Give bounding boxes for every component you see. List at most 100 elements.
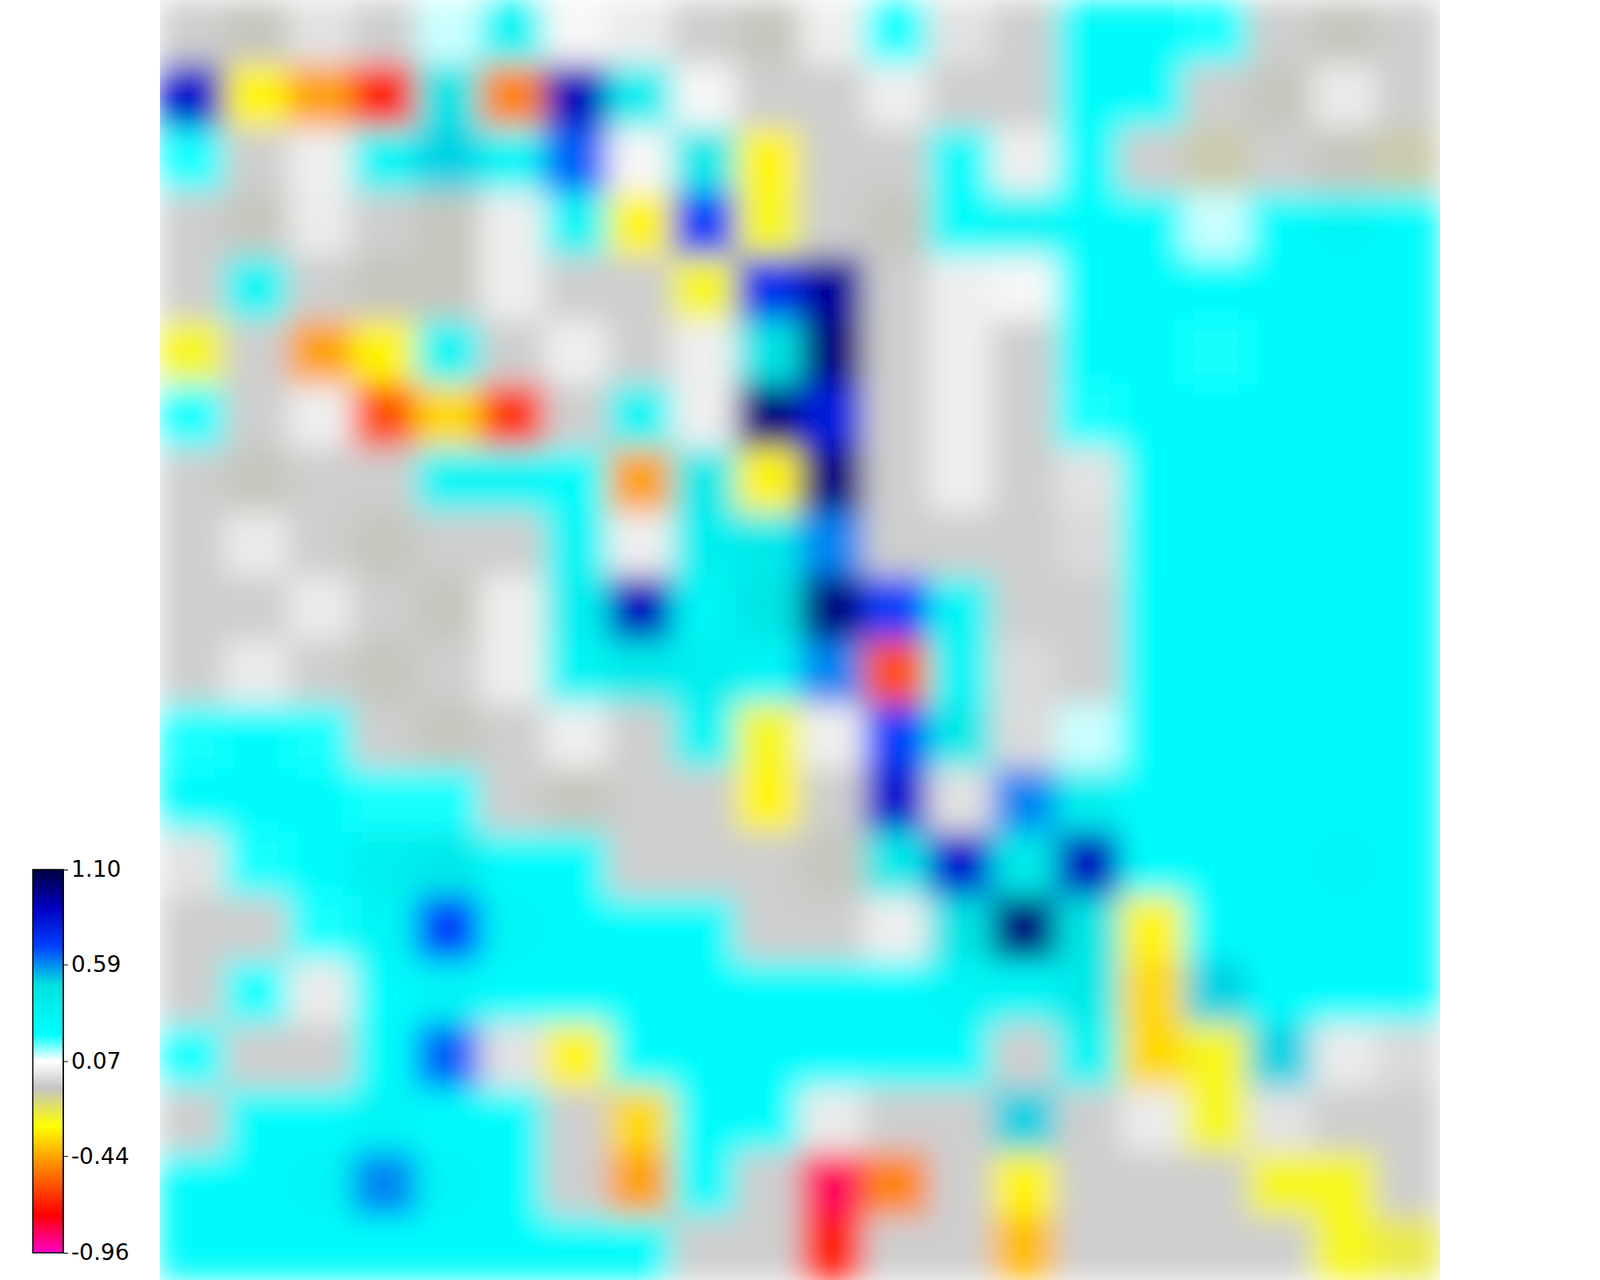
cell — [1312, 576, 1377, 641]
cell — [1312, 1216, 1377, 1280]
cell — [928, 832, 993, 897]
cell — [544, 384, 609, 449]
cell — [672, 384, 737, 449]
cell — [864, 576, 929, 641]
cell — [928, 0, 993, 65]
cell — [736, 128, 801, 193]
cell — [736, 640, 801, 705]
cell — [1248, 768, 1313, 833]
cell — [1376, 192, 1440, 257]
cell — [1056, 704, 1121, 769]
cell — [224, 64, 289, 129]
cell — [1248, 704, 1313, 769]
cell — [416, 512, 481, 577]
cell — [1312, 448, 1377, 513]
cell — [544, 256, 609, 321]
cell — [736, 832, 801, 897]
cell — [288, 0, 353, 65]
cell — [1312, 896, 1377, 961]
cell — [1120, 0, 1185, 65]
cell — [992, 896, 1057, 961]
cell — [1248, 320, 1313, 385]
cell — [1056, 448, 1121, 513]
cell — [1376, 1088, 1440, 1153]
cell — [736, 1024, 801, 1089]
cell — [672, 1024, 737, 1089]
cell — [480, 1088, 545, 1153]
cell — [992, 0, 1057, 65]
cell — [1312, 1088, 1377, 1153]
cell — [544, 1216, 609, 1280]
cell — [480, 256, 545, 321]
cell — [800, 704, 865, 769]
cell — [1184, 64, 1249, 129]
cell — [992, 576, 1057, 641]
cell — [288, 384, 353, 449]
cell — [416, 576, 481, 641]
cell — [416, 256, 481, 321]
plot-area — [160, 0, 1440, 1280]
cell — [1312, 0, 1377, 65]
cell — [160, 768, 225, 833]
cell — [672, 704, 737, 769]
cell — [416, 1152, 481, 1217]
cell — [736, 896, 801, 961]
cell — [288, 704, 353, 769]
cell — [288, 1152, 353, 1217]
cell — [224, 896, 289, 961]
cell — [1376, 832, 1440, 897]
cell — [160, 832, 225, 897]
cell — [800, 768, 865, 833]
cell — [928, 64, 993, 129]
cell — [992, 1088, 1057, 1153]
colorbar-tick-mark — [63, 1061, 68, 1063]
cell — [800, 384, 865, 449]
cell — [1248, 256, 1313, 321]
cell — [1056, 1152, 1121, 1217]
cell — [352, 640, 417, 705]
cell — [352, 256, 417, 321]
cell — [928, 704, 993, 769]
cell — [672, 192, 737, 257]
cell — [672, 640, 737, 705]
cell — [800, 832, 865, 897]
cell — [928, 256, 993, 321]
cell — [1312, 512, 1377, 577]
colorbar — [32, 869, 64, 1253]
cell — [1312, 384, 1377, 449]
cell — [864, 384, 929, 449]
cell — [160, 128, 225, 193]
cell — [544, 576, 609, 641]
cell — [608, 896, 673, 961]
cell — [864, 704, 929, 769]
cell — [1248, 1088, 1313, 1153]
cell — [608, 0, 673, 65]
cell — [992, 512, 1057, 577]
cell — [800, 896, 865, 961]
cell — [992, 1216, 1057, 1280]
cell — [224, 832, 289, 897]
cell — [864, 1216, 929, 1280]
cell — [672, 256, 737, 321]
cell — [800, 960, 865, 1025]
cell — [544, 448, 609, 513]
colorbar-tick-mark — [63, 964, 68, 966]
cell — [800, 576, 865, 641]
cell — [928, 576, 993, 641]
cell — [1120, 576, 1185, 641]
cell — [1376, 0, 1440, 65]
cell — [736, 512, 801, 577]
cell — [224, 576, 289, 641]
cell — [800, 512, 865, 577]
cell — [352, 1152, 417, 1217]
cell — [352, 1024, 417, 1089]
cell — [992, 384, 1057, 449]
cell — [672, 0, 737, 65]
cell — [736, 1088, 801, 1153]
cell — [160, 256, 225, 321]
cell — [544, 832, 609, 897]
colorbar-tick-label: -0.44 — [71, 1143, 129, 1170]
cell — [992, 128, 1057, 193]
cell — [1376, 1024, 1440, 1089]
cell — [1376, 640, 1440, 705]
